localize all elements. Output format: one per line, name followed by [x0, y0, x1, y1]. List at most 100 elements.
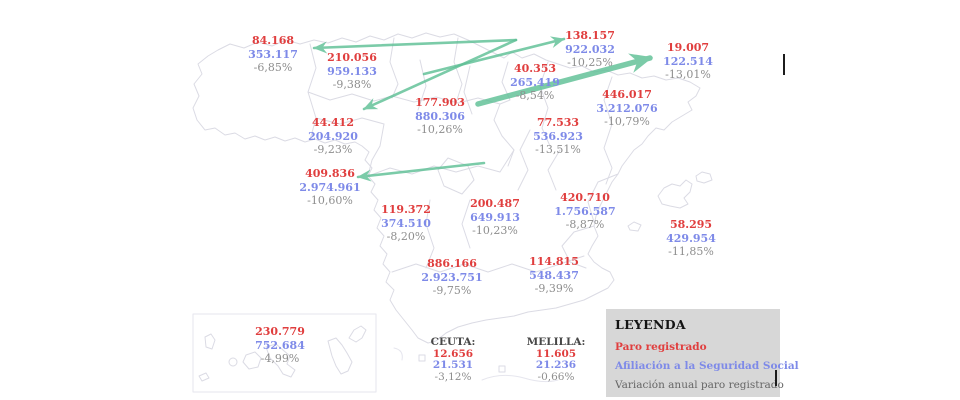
canary-inset — [192, 313, 377, 393]
paro-value: 420.710 — [560, 191, 610, 204]
afiliacion-value: 922.032 — [565, 42, 615, 56]
afiliacion-value: 3.212.076 — [596, 101, 658, 115]
text-cursor — [775, 370, 777, 386]
region-label-cataluna: 446.017 3.212.076 -10,79% — [596, 88, 657, 129]
coast-fragments — [393, 347, 559, 383]
legend-item: Paro registrado — [615, 341, 707, 353]
variacion-value: -9,38% — [332, 78, 372, 91]
legend: LEYENDA Paro registrado Afiliación a la S… — [606, 309, 799, 397]
legend-item: Afiliación a la Seguridad Social — [615, 360, 799, 372]
variacion-value: -11,85% — [668, 245, 714, 258]
city-label-melilla: MELILLA: 11.605 21.236 -0,66% — [526, 336, 586, 383]
text-cursor — [783, 54, 785, 75]
region-label-cantabria: 44.412 204.920 -9,23% — [308, 116, 358, 157]
variacion-value: -10,23% — [472, 224, 518, 237]
highlight-arrows — [312, 36, 653, 182]
city-name: CEUTA: — [430, 336, 476, 348]
paro-value: 12.656 — [432, 347, 474, 360]
paro-value: 409.836 — [305, 167, 355, 180]
city-name: MELILLA: — [526, 336, 586, 348]
afiliacion-value: 21.531 — [432, 359, 474, 371]
region-label-castilla-y-leon: 177.903 880.306 -10,26% — [415, 96, 465, 137]
arrow-to-cantabria-area — [362, 38, 518, 111]
variacion-value: -0,66% — [537, 370, 575, 383]
afiliacion-value: 752.684 — [255, 338, 305, 352]
variacion-value: -3,12% — [434, 370, 472, 383]
city-label-ceuta: CEUTA: 12.656 21.531 -3,12% — [430, 336, 476, 383]
variacion-value: -9,39% — [534, 282, 574, 295]
afiliacion-value: 204.920 — [308, 129, 358, 143]
variacion-value: -4,99% — [260, 352, 300, 365]
legend-items: Paro registrado Afiliación a la Seguridad… — [615, 338, 799, 395]
paro-value: 77.533 — [536, 116, 580, 129]
variacion-value: -8,20% — [386, 230, 426, 243]
paro-value: 138.157 — [565, 29, 615, 42]
afiliacion-value: 353.117 — [248, 47, 298, 61]
paro-value: 114.815 — [529, 255, 579, 268]
paro-value: 210.056 — [327, 51, 377, 64]
variacion-value: -9,75% — [432, 284, 472, 297]
internal-borders — [307, 37, 619, 273]
paro-value: 446.017 — [602, 88, 652, 101]
afiliacion-value: 649.913 — [470, 210, 520, 224]
ceuta-marker — [418, 354, 426, 362]
region-label-andalucia: 886.166 2.923.751 -9,75% — [421, 257, 482, 298]
paro-value: 11.605 — [535, 347, 577, 360]
afiliacion-value: 122.514 — [663, 54, 713, 68]
paro-value: 40.353 — [513, 62, 557, 75]
afiliacion-value: 21.236 — [535, 359, 577, 371]
afiliacion-value: 536.923 — [533, 129, 583, 143]
region-label-la-rioja: 19.007 122.514 -13,01% — [663, 41, 713, 82]
variacion-value: -10,79% — [604, 115, 650, 128]
region-label-canarias: 230.779 752.684 -4,99% — [255, 325, 305, 366]
paro-value: 230.779 — [255, 325, 305, 338]
region-label-castilla-la-mancha: 200.487 649.913 -10,23% — [470, 197, 520, 238]
paro-value: 44.412 — [311, 116, 355, 129]
variacion-value: -6,85% — [253, 61, 293, 74]
variacion-value: -13,51% — [535, 143, 581, 156]
variacion-value: -10,60% — [307, 194, 353, 207]
afiliacion-value: 265.419 — [510, 75, 560, 89]
afiliacion-value: 880.306 — [415, 109, 465, 123]
melilla-marker — [498, 365, 506, 373]
afiliacion-value: 429.954 — [666, 231, 716, 245]
afiliacion-value: 2.923.751 — [421, 270, 483, 284]
variacion-value: -10,25% — [567, 56, 613, 69]
paro-value: 119.372 — [381, 203, 431, 216]
variacion-value: -8,54% — [515, 89, 555, 102]
afiliacion-value: 2.974.961 — [299, 180, 361, 194]
afiliacion-value: 548.437 — [529, 268, 579, 282]
afiliacion-value: 959.133 — [327, 64, 377, 78]
paro-value: 58.295 — [669, 218, 713, 231]
arrow-to-la-rioja-label — [475, 53, 653, 107]
paro-value: 200.487 — [470, 197, 520, 210]
paro-value: 177.903 — [415, 96, 465, 109]
balearic-islands-outline — [627, 171, 713, 232]
region-label-extremadura: 119.372 374.510 -8,20% — [381, 203, 431, 244]
arrow-to-madrid-label — [356, 161, 486, 182]
variacion-value: -9,23% — [313, 143, 353, 156]
arrow-to-pais-vasco-label — [422, 36, 566, 76]
region-label-comunidad-valenciana: 420.710 1.756.587 -8,87% — [554, 191, 615, 232]
region-label-pais-vasco: 138.157 922.032 -10,25% — [565, 29, 615, 70]
region-label-galicia: 210.056 959.133 -9,38% — [327, 51, 377, 92]
variacion-value: -13,01% — [665, 68, 711, 81]
paro-value: 886.166 — [427, 257, 477, 270]
region-label-asturias: 84.168 353.117 -6,85% — [248, 34, 298, 75]
region-label-madrid: 409.836 2.974.961 -10,60% — [299, 167, 360, 208]
afiliacion-value: 1.756.587 — [554, 204, 616, 218]
region-label-murcia: 114.815 548.437 -9,39% — [529, 255, 579, 296]
legend-title: LEYENDA — [615, 317, 686, 332]
region-label-baleares: 58.295 429.954 -11,85% — [666, 218, 716, 259]
variacion-value: -8,87% — [565, 218, 605, 231]
afiliacion-value: 374.510 — [381, 216, 431, 230]
variacion-value: -10,26% — [417, 123, 463, 136]
paro-value: 84.168 — [251, 34, 295, 47]
paro-value: 19.007 — [666, 41, 710, 54]
legend-item: Variación anual paro registrado — [615, 379, 784, 391]
arrow-to-asturias-label — [312, 38, 518, 54]
region-label-navarra: 40.353 265.419 -8,54% — [510, 62, 560, 103]
